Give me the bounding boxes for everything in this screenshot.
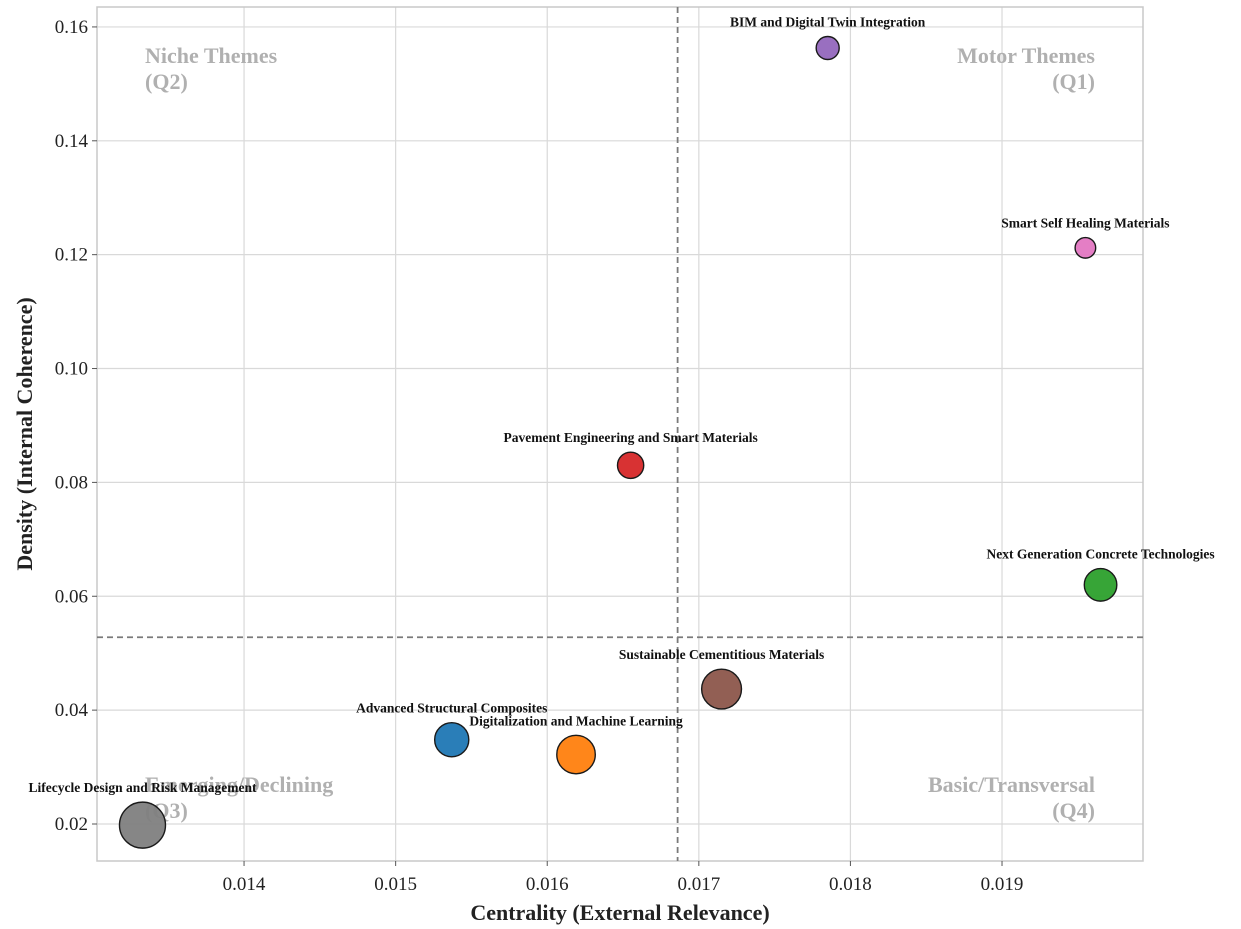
point-label: Smart Self Healing Materials	[1001, 216, 1169, 231]
point-labels: BIM and Digital Twin Integration Smart Se…	[28, 14, 1214, 795]
x-tick-label: 0.018	[829, 874, 872, 895]
point-label: Next Generation Concrete Technologies	[986, 547, 1214, 562]
bubble-point[interactable]	[118, 801, 167, 849]
bubble-point[interactable]	[700, 668, 743, 710]
bubble-point[interactable]	[1083, 567, 1118, 602]
x-tick-label: 0.019	[981, 874, 1024, 895]
data-points	[118, 35, 1118, 849]
x-tick-label: 0.016	[526, 874, 569, 895]
point-label: BIM and Digital Twin Integration	[730, 14, 926, 29]
bubble-point[interactable]	[815, 35, 840, 61]
y-tick-label: 0.16	[55, 17, 88, 38]
x-axis-title: Centrality (External Relevance)	[470, 900, 769, 925]
x-tick-label: 0.014	[223, 874, 266, 895]
point-label: Advanced Structural Composites	[356, 701, 547, 716]
y-tick-label: 0.06	[55, 586, 88, 607]
y-tick-label: 0.14	[55, 131, 89, 152]
y-axis-title: Density (Internal Coherence)	[12, 297, 37, 570]
point-label: Digitalization and Machine Learning	[469, 713, 683, 728]
quadrant-label-q2: Niche Themes	[145, 43, 278, 68]
quadrant-labels: Niche Themes(Q2) Motor Themes(Q1) Emerging…	[145, 43, 1095, 823]
quadrant-label-q4: Basic/Transversal	[928, 772, 1095, 797]
quadrant-label-q3: Emerging/Declining	[145, 772, 333, 797]
quadrant-label-q1: Motor Themes	[957, 43, 1095, 68]
point-label: Sustainable Cementitious Materials	[619, 647, 825, 662]
bubble-point[interactable]	[1074, 236, 1097, 259]
bubble-point[interactable]	[433, 721, 470, 758]
y-tick-label: 0.02	[55, 814, 88, 835]
bubble-point[interactable]	[556, 734, 596, 775]
tick-labels: 0.014 0.015 0.016 0.017 0.018 0.019 0.02 0.04 0.…	[55, 17, 1024, 895]
grid-lines	[97, 7, 1143, 861]
y-tick-label: 0.04	[55, 700, 89, 721]
plot-frame	[96, 6, 1144, 862]
y-tick-label: 0.10	[55, 359, 88, 380]
bubble-point[interactable]	[616, 451, 645, 480]
quadrant-label-q2: (Q2)	[145, 69, 188, 94]
quadrant-label-q1: (Q1)	[1052, 69, 1095, 94]
reference-lines	[97, 7, 1143, 861]
quadrant-label-q4: (Q4)	[1052, 798, 1095, 823]
y-tick-label: 0.12	[55, 245, 88, 266]
y-tick-label: 0.08	[55, 472, 88, 493]
x-tick-label: 0.015	[374, 874, 417, 895]
point-label: Pavement Engineering and Smart Materials	[503, 430, 757, 445]
x-tick-label: 0.017	[677, 874, 720, 895]
point-label: Lifecycle Design and Risk Management	[28, 780, 256, 795]
